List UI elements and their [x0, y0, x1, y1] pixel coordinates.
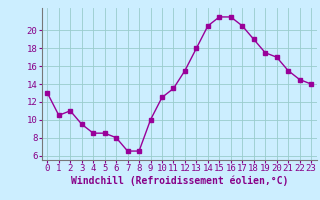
X-axis label: Windchill (Refroidissement éolien,°C): Windchill (Refroidissement éolien,°C): [70, 176, 288, 186]
